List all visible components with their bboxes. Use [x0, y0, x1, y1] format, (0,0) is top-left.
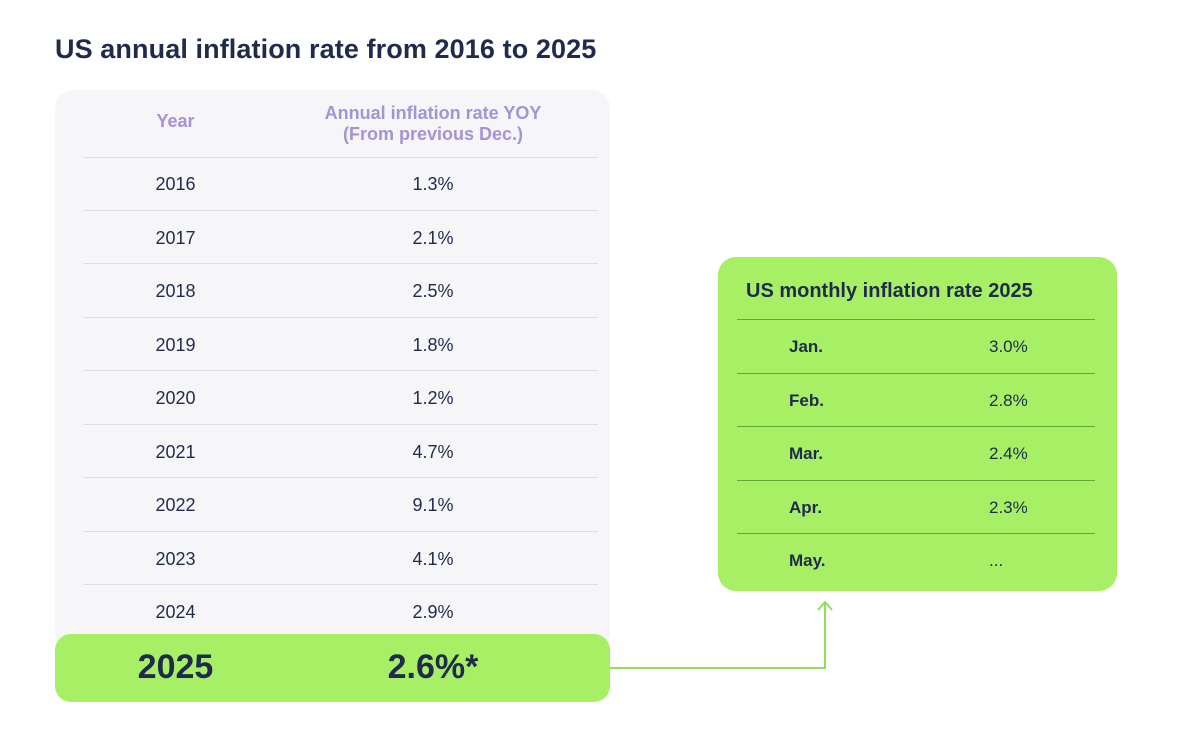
rate-cell: 1.3% [412, 174, 454, 194]
annual-inflation-table: Year Annual inflation rate YOY (From pre… [55, 90, 610, 650]
highlight-year-cell: 2025 [137, 648, 214, 686]
table-row: 2018 2.5% [83, 264, 598, 318]
month-cell: May. [789, 551, 826, 570]
connector-arrowhead [817, 600, 833, 611]
table-row: Feb. 2.8% [737, 374, 1095, 427]
year-cell: 2018 [155, 281, 196, 301]
year-cell: 2020 [155, 388, 196, 408]
table-row: Jan. 3.0% [737, 320, 1095, 374]
monthly-inflation-table: US monthly inflation rate 2025 Jan. 3.0% … [718, 257, 1117, 591]
table-row: May.... [737, 534, 1095, 587]
table-row: 2019 1.8% [83, 318, 598, 371]
rate-cell: ... [989, 551, 1004, 570]
table-row: 2021 4.7% [83, 425, 598, 478]
table-row: 2017 2.1% [83, 211, 598, 264]
annual-table-header: Year Annual inflation rate YOY (From pre… [83, 90, 598, 158]
rate-column-header: Annual inflation rate YOY (From previous… [268, 103, 598, 145]
table-row: Apr. 2.3% [737, 481, 1095, 534]
table-row: 2024 2.9% [83, 585, 598, 638]
year-column-header: Year [156, 111, 195, 131]
rate-column-header-line-1: Annual inflation rate YOY [324, 103, 542, 123]
month-cell: Feb. [789, 390, 824, 410]
table-row: 2022 9.1% [83, 478, 598, 532]
month-cell: Apr. [789, 497, 823, 517]
rate-cell: 4.1% [412, 548, 454, 569]
rate-cell: 3.0% [989, 337, 1028, 356]
year-cell: 2024 [155, 602, 196, 622]
rate-cell: 2.4% [989, 444, 1028, 463]
year-cell: 2021 [155, 441, 196, 462]
month-cell: Jan. [789, 337, 824, 356]
year-cell: 2019 [155, 334, 196, 355]
rate-cell: 1.8% [412, 334, 454, 355]
rate-cell: 2.9% [412, 602, 454, 622]
annual-table-body: 2016 1.3% 2017 2.1% 2018 2.5% 2019 1.8% 2020… [83, 157, 598, 638]
highlight-rate-cell: 2.6%* [387, 648, 479, 686]
year-cell: 2023 [155, 548, 196, 569]
monthly-table-body: Jan. 3.0% Feb. 2.8% Mar. 2.4% Apr. 2.3% May.… [737, 319, 1095, 587]
rate-cell: 4.7% [412, 441, 454, 462]
highlight-row-2025: 2025 2.6%* [55, 634, 610, 702]
rate-column-header-line-2: (From previous Dec.) [342, 124, 524, 144]
rate-cell: 2.1% [412, 227, 454, 248]
table-row: 2023 4.1% [83, 532, 598, 585]
rate-cell: 2.3% [989, 497, 1028, 517]
rate-cell: 2.5% [412, 281, 454, 301]
year-cell: 2017 [155, 227, 196, 248]
rate-cell: 2.8% [989, 390, 1028, 410]
table-row: 2016 1.3% [83, 157, 598, 211]
connector-line [610, 603, 826, 669]
monthly-table-title: US monthly inflation rate 2025 [746, 280, 1033, 302]
rate-cell: 1.2% [412, 388, 454, 408]
table-row: 2020 1.2% [83, 371, 598, 425]
table-row: Mar. 2.4% [737, 427, 1095, 481]
year-cell: 2022 [155, 495, 196, 515]
month-cell: Mar. [789, 444, 824, 463]
rate-cell: 9.1% [412, 495, 454, 515]
year-cell: 2016 [155, 174, 196, 194]
page-title: US annual inflation rate from 2016 to 20… [55, 34, 597, 64]
